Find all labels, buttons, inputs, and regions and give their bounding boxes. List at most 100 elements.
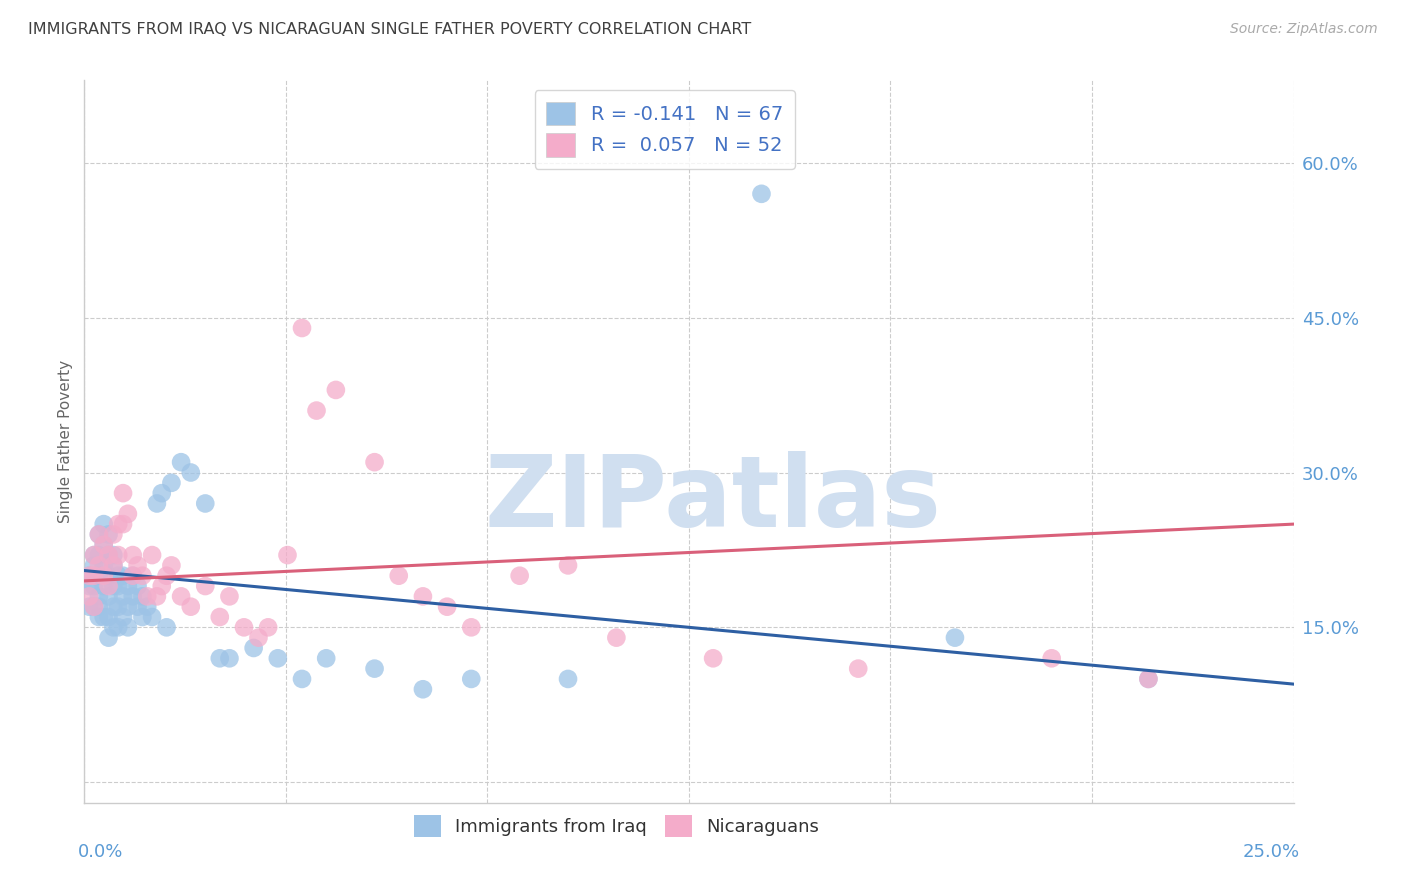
Point: [388, 568, 411, 582]
Point: [117, 579, 139, 593]
Text: Source: ZipAtlas.com: Source: ZipAtlas.com: [1230, 22, 1378, 37]
Point: [155, 620, 177, 634]
Point: [131, 590, 153, 604]
Point: [170, 590, 193, 604]
Point: [87, 527, 110, 541]
Point: [93, 568, 115, 582]
Point: [160, 475, 183, 490]
Point: [291, 321, 314, 335]
Point: [412, 590, 434, 604]
Point: [557, 672, 579, 686]
Point: [87, 568, 110, 582]
Point: [325, 383, 347, 397]
Point: [103, 599, 125, 614]
Point: [77, 579, 100, 593]
Point: [460, 672, 482, 686]
Point: [315, 651, 337, 665]
Text: 25.0%: 25.0%: [1243, 843, 1299, 861]
Point: [127, 558, 149, 573]
Point: [117, 507, 139, 521]
Point: [1137, 672, 1160, 686]
Point: [412, 682, 434, 697]
Point: [107, 548, 129, 562]
Point: [180, 599, 202, 614]
Point: [83, 558, 105, 573]
Point: [218, 651, 240, 665]
Point: [112, 517, 135, 532]
Point: [846, 662, 869, 676]
Point: [93, 538, 115, 552]
Point: [83, 548, 105, 562]
Point: [97, 579, 120, 593]
Point: [87, 548, 110, 562]
Point: [107, 579, 129, 593]
Point: [83, 599, 105, 614]
Point: [87, 610, 110, 624]
Point: [208, 651, 231, 665]
Text: ZIPatlas: ZIPatlas: [485, 450, 942, 548]
Point: [150, 486, 173, 500]
Point: [103, 527, 125, 541]
Point: [103, 558, 125, 573]
Point: [117, 620, 139, 634]
Point: [218, 590, 240, 604]
Point: [267, 651, 290, 665]
Point: [247, 631, 270, 645]
Point: [131, 610, 153, 624]
Point: [87, 527, 110, 541]
Legend: Immigrants from Iraq, Nicaraguans: Immigrants from Iraq, Nicaraguans: [406, 808, 827, 845]
Point: [751, 186, 773, 201]
Point: [363, 455, 385, 469]
Point: [943, 631, 966, 645]
Point: [127, 599, 149, 614]
Point: [97, 610, 120, 624]
Point: [121, 568, 143, 582]
Point: [112, 568, 135, 582]
Point: [77, 599, 100, 614]
Point: [363, 662, 385, 676]
Point: [77, 568, 100, 582]
Point: [112, 610, 135, 624]
Point: [117, 599, 139, 614]
Point: [97, 568, 120, 582]
Point: [107, 620, 129, 634]
Point: [605, 631, 627, 645]
Y-axis label: Single Father Poverty: Single Father Poverty: [58, 360, 73, 523]
Point: [194, 579, 217, 593]
Point: [97, 548, 120, 562]
Point: [208, 610, 231, 624]
Point: [97, 590, 120, 604]
Point: [141, 610, 163, 624]
Point: [305, 403, 328, 417]
Text: 0.0%: 0.0%: [79, 843, 124, 861]
Point: [121, 568, 143, 582]
Point: [276, 548, 298, 562]
Point: [103, 620, 125, 634]
Point: [87, 558, 110, 573]
Point: [509, 568, 531, 582]
Point: [702, 651, 724, 665]
Point: [93, 579, 115, 593]
Point: [160, 558, 183, 573]
Point: [121, 590, 143, 604]
Point: [77, 590, 100, 604]
Point: [87, 590, 110, 604]
Point: [97, 527, 120, 541]
Point: [150, 579, 173, 593]
Point: [136, 590, 159, 604]
Point: [1040, 651, 1063, 665]
Point: [83, 599, 105, 614]
Point: [83, 579, 105, 593]
Point: [121, 548, 143, 562]
Point: [83, 568, 105, 582]
Point: [127, 579, 149, 593]
Point: [146, 496, 169, 510]
Point: [93, 517, 115, 532]
Point: [112, 590, 135, 604]
Point: [136, 599, 159, 614]
Point: [97, 548, 120, 562]
Point: [242, 640, 264, 655]
Point: [155, 568, 177, 582]
Point: [170, 455, 193, 469]
Point: [460, 620, 482, 634]
